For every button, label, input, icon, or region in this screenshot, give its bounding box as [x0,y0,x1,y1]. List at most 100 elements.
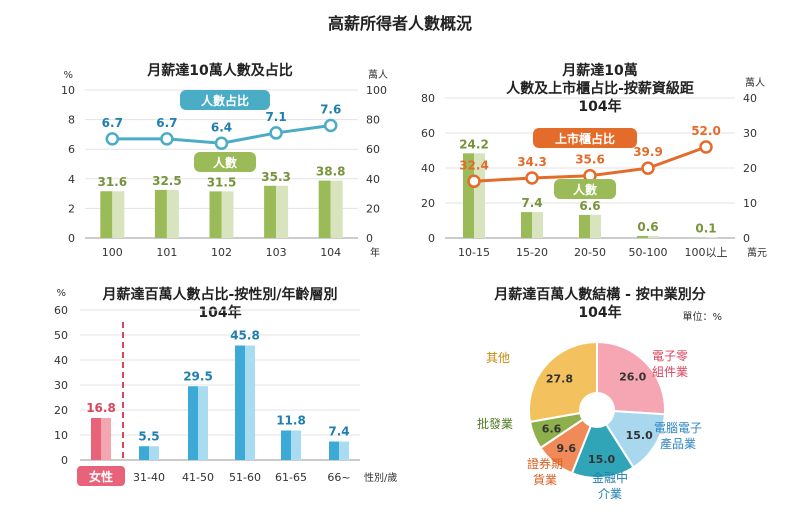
chart-title-line-2: 104年 [578,305,622,321]
pie-center-hole [579,392,615,428]
chart-panel-salary-range: 月薪達10萬 人數及上市櫃占比-按薪資級距 104年 0 20 40 60 80 0 10 2… [410,55,790,275]
bar [209,191,222,238]
bar-highlight [198,386,208,460]
slice-category-label: 批發業 [477,416,513,431]
chart-title-line-2: 104年 [198,305,242,321]
left-tick-label: 0 [428,232,435,245]
slice-category-label: 其他 [486,351,510,365]
right-tick-label: 20 [366,202,380,215]
bar-data-label: 29.5 [183,369,213,383]
pie-slice [596,340,666,416]
chart-title-line-2: 人數及上市櫃占比-按薪資級距 [506,81,694,97]
bar-data-label: 31.5 [207,175,237,189]
right-tick-label: 0 [366,232,373,245]
left-tick-label: 20 [421,197,435,210]
slice-value-label: 6.6 [542,422,562,435]
chart-panel-million-gender-age: 月薪達百萬人數占比-按性別/年齡層別 104年 0 10 20 30 40 50 60% 16… [40,282,400,512]
chart-svg-million-gender-age: 0 10 20 30 40 50 60% 16.8 女性 5.5 31-40 29.5 41-50 45.… [54,288,397,486]
legend-line-label: 上市櫃占比 [555,131,615,146]
left-tick-label: 80 [421,92,435,105]
right-axis-unit: 萬人 [368,68,388,81]
x-tick-label: 102 [211,246,232,259]
right-tick-label: 100 [366,84,387,97]
chart-panel-salary-100k: 月薪達10萬人數及占比 0 2 4 6 8 10 0 20 40 60 80 100% 萬人 100 101… [40,55,400,275]
line-data-label: 52.0 [691,124,721,138]
line-data-label: 7.6 [320,103,341,117]
x-tick-label: 100 [102,246,123,259]
left-axis-unit: % [63,70,73,81]
x-tick-label: 61-65 [275,471,307,484]
bar-data-label: 11.8 [276,414,306,428]
bar [139,446,149,460]
x-tick-label: 50-100 [629,246,668,259]
legend-bar-label: 人數 [573,182,597,197]
left-tick-label: 4 [68,173,75,186]
chart-title: 月薪達10萬人數及占比 [147,63,293,79]
bar [100,191,113,238]
bar-data-label: 45.8 [230,329,260,343]
line-data-label: 35.6 [575,153,605,167]
legend-line-box [180,90,270,110]
slice-category-label: 電腦電子 [654,420,702,435]
line-point [323,118,338,133]
x-tick-label: 20-50 [574,246,606,259]
bar [329,441,339,460]
bar-highlight [221,191,234,238]
chart-svg-million-industry: 單位：%26.0電子零組件業15.0電腦電子產品業15.0金融中介業9.6證券期… [477,310,722,501]
legend-bar-label: 人數 [213,155,237,170]
slice-category-label: 電子零 [652,349,688,363]
bar-highlight [474,153,485,238]
chart-panel-million-industry: 月薪達百萬人數結構 - 按中業別分 104年 單位：% 26.0 電子零 組件業 15.… [410,282,790,512]
bar-highlight [532,212,543,238]
left-tick-label: 6 [68,143,75,156]
bar-data-label: 7.4 [521,196,542,210]
bar-data-label: 35.3 [261,170,291,184]
legend-line-label: 人數占比 [201,93,249,108]
female-category-box [77,466,125,486]
slice-category-label: 貨業 [533,472,557,487]
line-point [525,171,539,185]
line-point [214,136,229,151]
bar [318,180,331,238]
right-tick-label: 0 [743,232,750,245]
line-data-label: 32.4 [459,158,489,172]
chart-title-line-1: 月薪達百萬人數占比-按性別/年齡層別 [102,287,338,303]
x-tick-label: 51-60 [229,471,261,484]
x-tick-label: 100以上 [685,246,728,259]
y-tick-label: 60 [54,304,68,317]
slice-category-label: 介業 [598,487,622,501]
left-tick-label: 10 [61,84,75,97]
x-axis-unit: 年 [370,246,380,259]
x-tick-label: 15-20 [516,246,548,259]
slice-category-label: 證券期 [527,456,563,471]
line-data-label: 39.9 [633,145,663,159]
bar-highlight [245,345,255,460]
bar [281,430,291,460]
bar [463,153,474,238]
pie-slice [528,340,598,424]
x-axis-unit: 性別/歲 [364,471,397,484]
y-tick-label: 20 [54,404,68,417]
slice-value-label: 15.0 [588,453,615,466]
bar-highlight [590,214,601,238]
chart-title-line-3: 104年 [578,99,622,115]
left-tick-label: 8 [68,114,75,127]
page-title: 高薪所得者人數概況 [327,14,472,33]
pie-slice [570,407,635,479]
bar-data-label: 0.1 [695,222,716,236]
x-tick-label: 104 [320,246,341,259]
bar-data-label: 24.2 [459,137,489,151]
slice-category-label: 產品業 [660,436,696,451]
bar-highlight [166,189,179,238]
x-tick-label: 31-40 [133,471,165,484]
slice-value-label: 15.0 [626,429,653,442]
bar-data-label: 0.6 [637,220,658,234]
y-tick-label: 10 [54,429,68,442]
right-axis-unit: 萬人 [745,76,765,89]
chart-title-line-1: 月薪達10萬 [562,63,638,79]
bar-highlight [330,180,343,238]
x-axis-unit: 萬元 [747,246,767,259]
line-point [641,161,655,175]
y-tick-label: 40 [54,354,68,367]
